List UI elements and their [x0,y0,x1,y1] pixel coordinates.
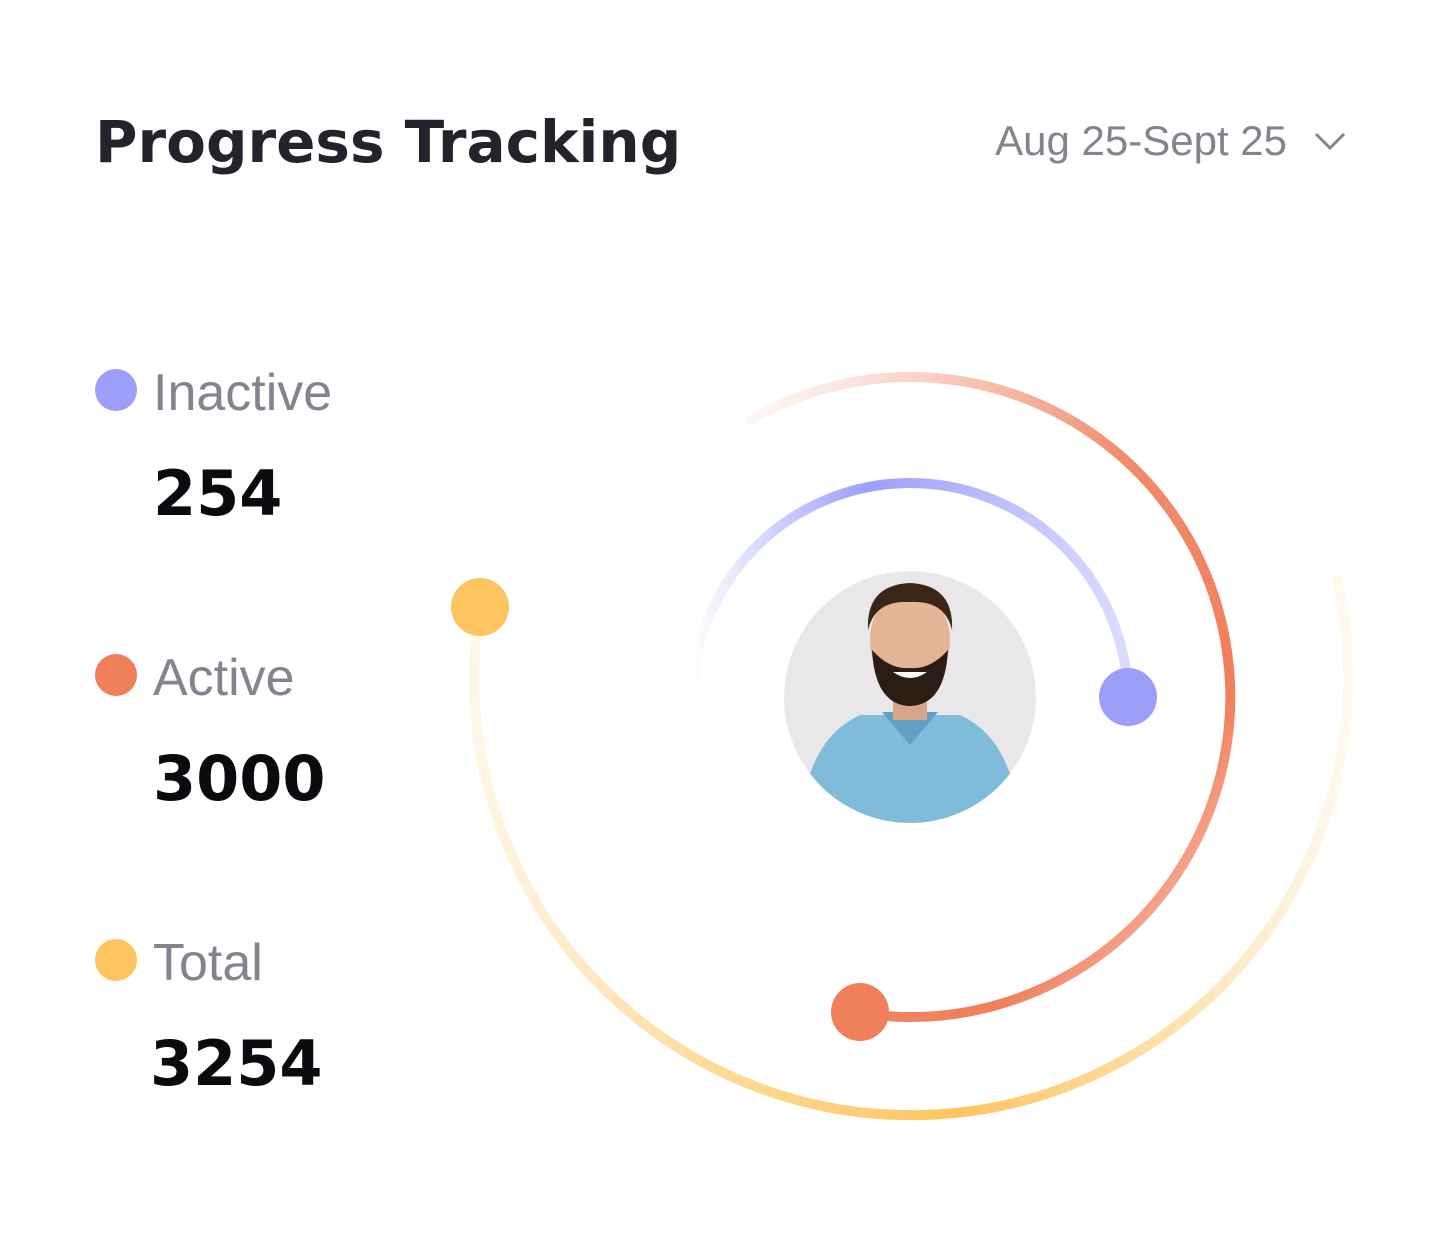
legend-dot [95,654,137,696]
legend-label: Total [153,934,263,992]
ring-dots [451,578,1157,1041]
legend-value: 254 [153,457,282,530]
title: Progress Tracking [95,108,681,176]
legend-label: Inactive [153,364,332,422]
ring-dot [451,578,509,636]
date-range[interactable]: Aug 25-Sept 25 [995,117,1287,164]
legend-dot [95,369,137,411]
legend-label: Active [153,649,295,707]
legend: Inactive 254 Active 3000 Total 3254 [95,364,332,1100]
legend-value: 3254 [150,1027,323,1100]
inactive-ring [686,478,1133,710]
legend-value: 3000 [153,742,326,815]
legend-dot [95,939,137,981]
avatar [784,571,1036,823]
active-ring [745,372,1236,1022]
ring-dot [1099,668,1157,726]
dropdown-chevron[interactable] [1314,132,1346,151]
ring-dot [831,983,889,1041]
total-ring [469,575,1354,1121]
